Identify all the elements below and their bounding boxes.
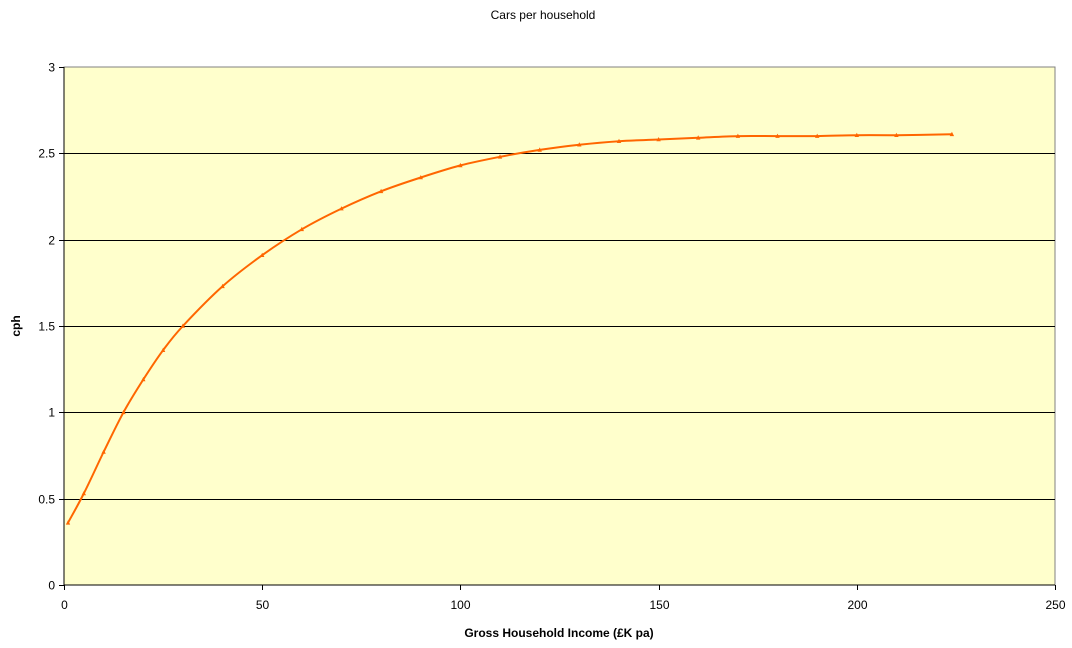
- data-point-marker: [537, 147, 542, 152]
- y-axis: 0 0.5 1 1.5 2 2.5 3: [38, 61, 65, 593]
- data-point-marker: [101, 449, 106, 454]
- data-point-marker: [121, 409, 126, 415]
- y-tick-label: 1.5: [38, 320, 55, 334]
- series-line: [67, 133, 952, 524]
- y-tick-label: 2.5: [38, 147, 55, 161]
- data-point-marker: [220, 283, 225, 289]
- data-point-marker: [141, 377, 146, 382]
- y-tick-label: 3: [48, 61, 55, 75]
- x-tick-label: 250: [1045, 598, 1065, 612]
- data-point-marker: [696, 135, 701, 140]
- data-point-marker: [854, 132, 859, 137]
- data-point-marker: [339, 206, 344, 211]
- x-tick-label: 100: [450, 598, 470, 612]
- gridlines: [64, 153, 1055, 500]
- x-tick-label: 50: [256, 598, 270, 612]
- data-point-marker: [497, 154, 503, 159]
- data-point-marker: [418, 175, 423, 180]
- series-group: [65, 131, 955, 525]
- x-tick-label: 200: [847, 598, 867, 612]
- y-tick-label: 2: [48, 234, 55, 248]
- data-point-marker: [894, 132, 899, 137]
- data-point-marker: [616, 138, 622, 143]
- data-point-marker: [299, 226, 304, 232]
- y-tick-label: 0.5: [38, 493, 55, 507]
- x-axis: 0 50 100 150 200 250: [61, 584, 1066, 612]
- chart-title: Cars per household: [491, 8, 596, 22]
- data-point-marker: [180, 323, 186, 328]
- data-point-marker: [815, 133, 820, 138]
- data-point-marker: [260, 252, 265, 257]
- data-point-marker: [378, 188, 384, 194]
- y-axis-title: cph: [9, 315, 23, 336]
- data-point-marker: [949, 131, 955, 137]
- y-tick-label: 1: [48, 406, 55, 420]
- y-tick-label: 0: [48, 579, 55, 593]
- data-point-marker: [160, 347, 166, 352]
- data-point-marker: [81, 491, 86, 496]
- data-point-marker: [65, 520, 71, 525]
- x-tick-label: 0: [61, 598, 68, 612]
- data-point-marker: [775, 133, 780, 138]
- data-point-marker: [656, 137, 661, 142]
- data-point-marker: [735, 133, 741, 138]
- data-point-marker: [458, 162, 463, 168]
- data-point-marker: [577, 142, 582, 147]
- x-axis-title: Gross Household Income (£K pa): [464, 626, 653, 640]
- x-tick-label: 150: [649, 598, 669, 612]
